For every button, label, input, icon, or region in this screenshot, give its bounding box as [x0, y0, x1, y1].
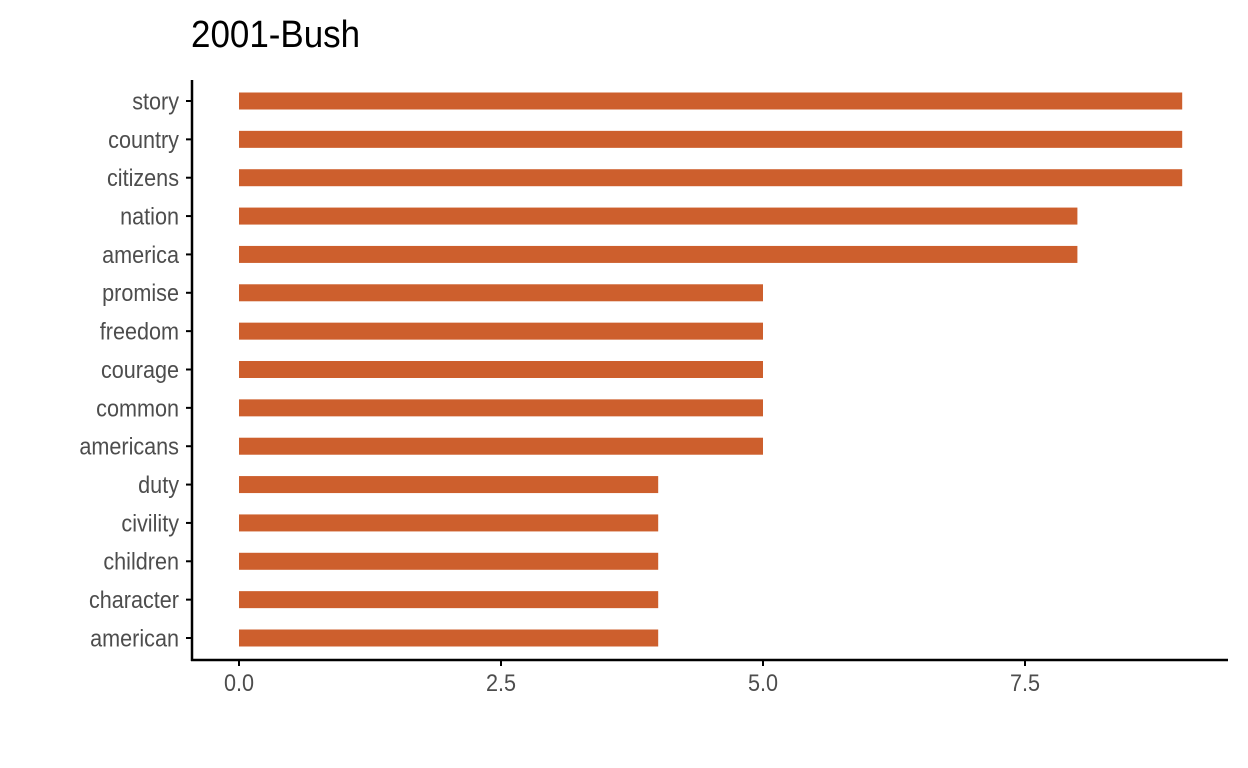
bar-freedom	[239, 322, 763, 340]
bar-country	[239, 130, 1183, 148]
x-tick-label: 2.5	[486, 669, 516, 696]
y-tick-label: children	[103, 548, 179, 575]
bar-nation	[239, 207, 1078, 225]
y-tick-label: freedom	[100, 317, 179, 344]
bar-america	[239, 245, 1078, 263]
bars-layer	[239, 92, 1183, 647]
bar-story	[239, 92, 1183, 110]
y-tick-label: citizens	[107, 164, 179, 191]
bar-citizens	[239, 169, 1183, 187]
y-tick-label: america	[102, 241, 179, 268]
bar-children	[239, 552, 659, 570]
y-tick-label: americans	[79, 433, 179, 460]
x-tick-label: 0.0	[224, 669, 254, 696]
y-tick-label: country	[108, 126, 179, 153]
bar-character	[239, 591, 659, 609]
y-tick-label: story	[132, 87, 179, 114]
y-tick-label: common	[96, 394, 179, 421]
bar-american	[239, 629, 659, 647]
y-tick-label: nation	[120, 202, 179, 229]
x-tick-label: 7.5	[1010, 669, 1040, 696]
labels-layer: story country citizens nation america promise…	[79, 87, 1040, 696]
y-tick-label: duty	[138, 471, 179, 498]
chart-title: 2001-Bush	[191, 14, 361, 56]
x-tick-label: 5.0	[748, 669, 778, 696]
bar-courage	[239, 361, 763, 378]
bar-common	[239, 399, 763, 417]
y-tick-label: character	[89, 586, 179, 613]
y-tick-label: promise	[102, 279, 179, 306]
y-tick-label: american	[90, 624, 179, 651]
axes-layer	[186, 80, 1228, 666]
bar-duty	[239, 476, 659, 494]
bar-civility	[239, 514, 659, 532]
y-tick-label: civility	[121, 509, 179, 536]
bar-promise	[239, 284, 763, 302]
bar-americans	[239, 437, 763, 455]
y-tick-label: courage	[101, 356, 179, 383]
